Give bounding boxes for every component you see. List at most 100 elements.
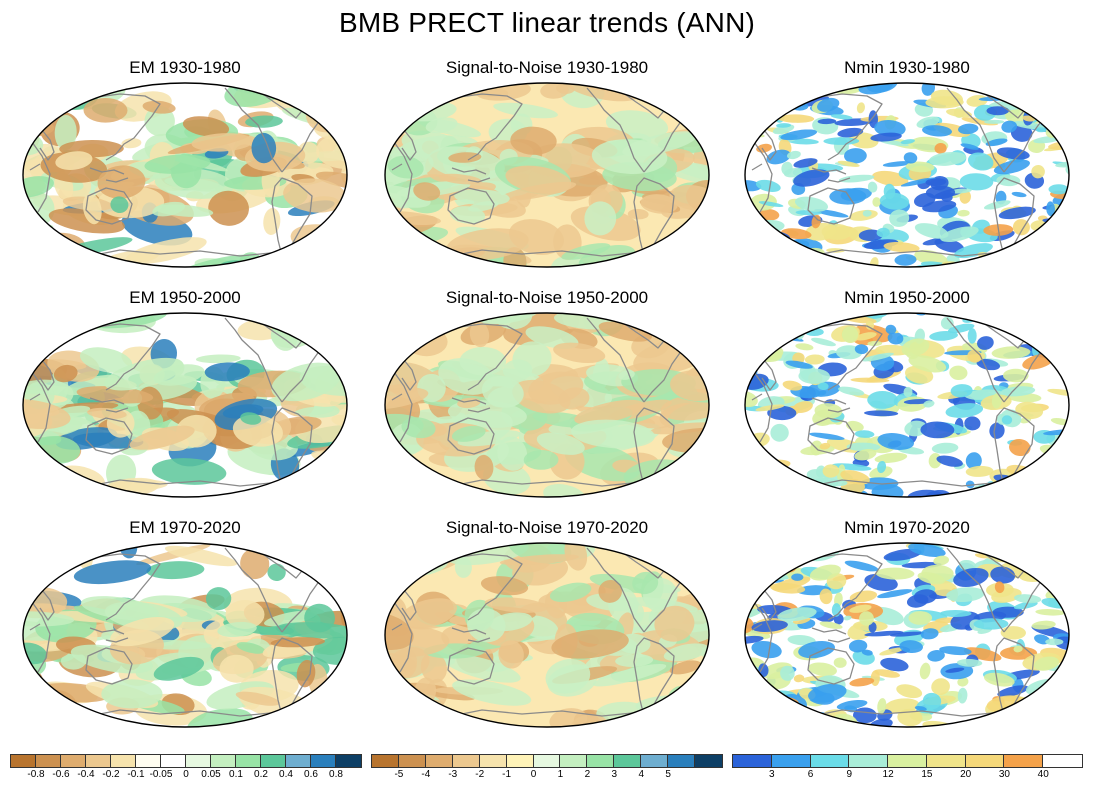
- panel-title: Signal-to-Noise 1930-1980: [445, 58, 649, 77]
- colorbar-label: 9: [846, 769, 853, 780]
- field-layer: [385, 313, 709, 497]
- colorbar-swatch: [695, 755, 722, 767]
- colorbar-swatch: [261, 755, 286, 767]
- colorbar-swatch: [211, 755, 236, 767]
- colorbar-label: -1: [502, 769, 512, 780]
- colorbar-swatch: [926, 755, 966, 767]
- colorbar-swatch: [372, 755, 399, 767]
- colorbar-label: -4: [421, 769, 431, 780]
- field-layer: [23, 543, 347, 727]
- colorbar-swatch: [111, 755, 136, 767]
- colorbar-label: 6: [807, 769, 814, 780]
- colorbar-swatch: [1004, 755, 1044, 767]
- colorbar-label: 3: [611, 769, 618, 780]
- colorbar-swatch: [398, 755, 426, 767]
- colorbar-swatch: [311, 755, 336, 767]
- world-map: [744, 312, 1070, 498]
- colorbar-label: 40: [1037, 769, 1049, 780]
- colorbar-swatch: [888, 755, 927, 767]
- colorbar-swatch: [186, 755, 211, 767]
- colorbar-swatch: [161, 755, 186, 767]
- map-panel: Nmin 1930-1980: [742, 58, 1072, 278]
- colorbar-label: -2: [475, 769, 485, 780]
- map-border: [22, 82, 348, 268]
- colorbar-swatch: [733, 755, 772, 767]
- colorbar-swatch: [810, 755, 850, 767]
- colorbar-swatch: [452, 755, 480, 767]
- field-layer: [385, 543, 709, 727]
- field-layer: [745, 543, 1069, 727]
- colorbar-swatch: [849, 755, 889, 767]
- world-map: [22, 312, 348, 498]
- colorbar-swatch: [236, 755, 261, 767]
- colorbar-swatch: [36, 755, 61, 767]
- map-border: [744, 542, 1070, 728]
- colorbar-label: -0.8: [27, 769, 45, 780]
- colorbar-label: -0.05: [149, 769, 173, 780]
- panel-title: EM 1950-2000: [129, 288, 241, 307]
- colorbar-label: 20: [960, 769, 972, 780]
- field-layer: [745, 313, 1069, 497]
- world-map: [22, 82, 348, 268]
- world-map: [744, 542, 1070, 728]
- figure-title: BMB PRECT linear trends (ANN): [338, 7, 756, 38]
- coastline: [29, 87, 339, 259]
- colorbar-label: 0.1: [229, 769, 243, 780]
- map-border: [744, 82, 1070, 268]
- panel-title: Signal-to-Noise 1970-2020: [445, 518, 649, 537]
- colorbar-label: -3: [448, 769, 458, 780]
- colorbar-label: 30: [998, 769, 1010, 780]
- panel-title: EM 1930-1980: [129, 58, 241, 77]
- map-panel: EM 1950-2000: [20, 288, 350, 508]
- map-panel: Signal-to-Noise 1930-1980: [382, 58, 712, 278]
- colorbar-label: 12: [882, 769, 894, 780]
- colorbar-swatch: [587, 755, 615, 767]
- colorbar-label: -5: [394, 769, 404, 780]
- colorbar-label: 2: [584, 769, 591, 780]
- colorbar-swatch: [61, 755, 86, 767]
- colorbar-label: 15: [921, 769, 933, 780]
- colorbar-label: 0: [183, 769, 189, 780]
- panel-title: Nmin 1930-1980: [844, 58, 970, 77]
- colorbar-swatch: [425, 755, 453, 767]
- colorbar-swatch: [506, 755, 534, 767]
- colorbar-label: 0.6: [304, 769, 318, 780]
- colorbar-sn: -5 -4 -3 -2 -1 0 1 2 3 4 5: [371, 754, 723, 788]
- world-map: [22, 542, 348, 728]
- world-map: [384, 82, 710, 268]
- map-panel: Signal-to-Noise 1950-2000: [382, 288, 712, 508]
- map-border: [384, 312, 710, 498]
- colorbar-nmin: 3 6 9 12 15 20 30 40: [732, 754, 1083, 788]
- map-border: [384, 542, 710, 728]
- colorbar-swatch: [336, 755, 361, 767]
- map-panel: EM 1930-1980: [20, 58, 350, 278]
- colorbar-label: -0.2: [102, 769, 120, 780]
- colorbar-swatch: [136, 755, 161, 767]
- map-border: [744, 312, 1070, 498]
- map-panel: EM 1970-2020: [20, 518, 350, 738]
- colorbar-label: -0.4: [77, 769, 95, 780]
- colorbar-label: 4: [638, 769, 644, 780]
- map-border: [22, 542, 348, 728]
- colorbar-label: 0: [530, 769, 537, 780]
- colorbar-swatch: [533, 755, 561, 767]
- map-panel: Signal-to-Noise 1970-2020: [382, 518, 712, 738]
- colorbar-label: 0.2: [254, 769, 268, 780]
- colorbar-swatch: [560, 755, 588, 767]
- colorbar-em: -0.8 -0.6 -0.4 -0.2 -0.1 -0.05 0 0.05 0.1 0.2 0.4 0…: [10, 754, 362, 788]
- colorbar-label: 3: [768, 769, 775, 780]
- world-map: [744, 82, 1070, 268]
- colorbar-label: 0.8: [329, 769, 343, 780]
- field-layer: [23, 313, 347, 497]
- colorbar-swatch: [286, 755, 311, 767]
- colorbar-swatch: [641, 755, 669, 767]
- world-map: [384, 542, 710, 728]
- colorbar-swatch: [1043, 755, 1082, 767]
- colorbar-label: -0.6: [52, 769, 70, 780]
- colorbar-swatch: [614, 755, 642, 767]
- colorbar-label: 1: [557, 769, 564, 780]
- colorbar-label: 5: [665, 769, 671, 780]
- colorbar-swatch: [668, 755, 696, 767]
- colorbar-label: 0.4: [279, 769, 293, 780]
- colorbar-swatch: [86, 755, 111, 767]
